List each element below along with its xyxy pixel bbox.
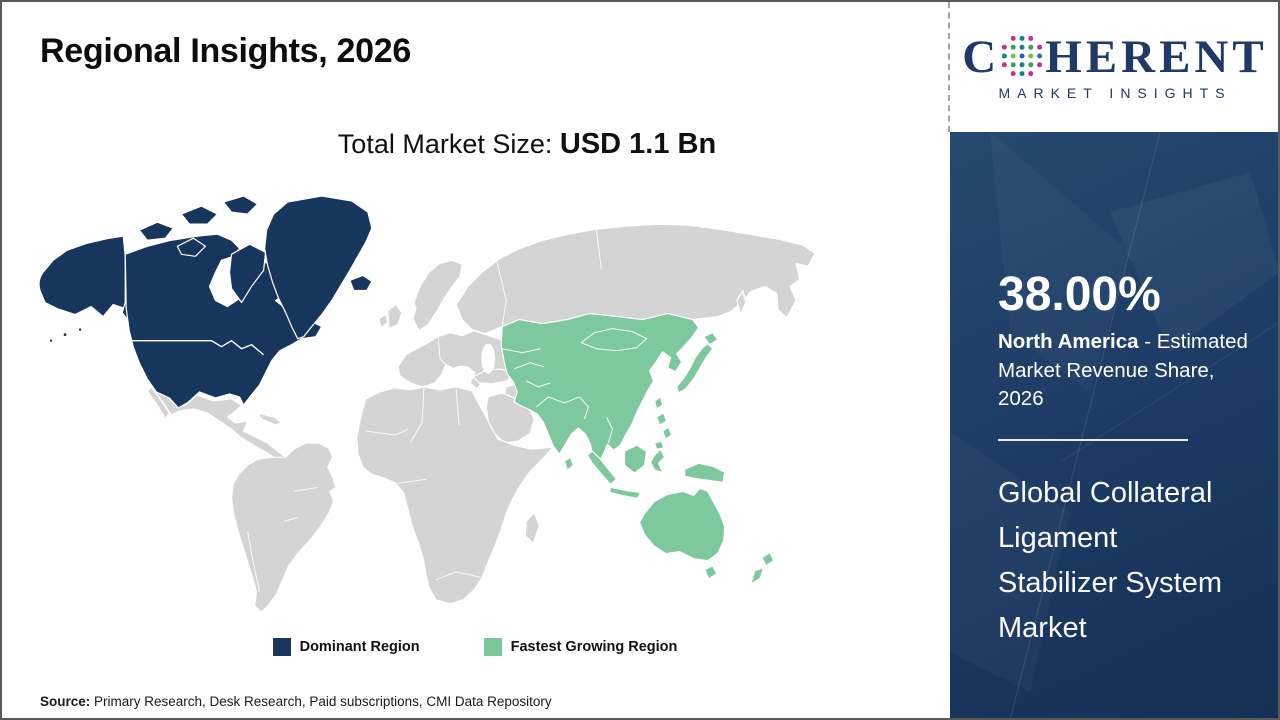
world-map-svg [38, 195, 816, 613]
map-japan [676, 343, 714, 394]
map-country-borders-green [502, 328, 648, 444]
map-greenland [263, 195, 373, 340]
map-region-fastest-growing [500, 312, 775, 585]
market-share-rest: - Estimated Market Revenue Share, 2026 [998, 330, 1248, 410]
market-share-description: North America - Estimated Market Revenue… [998, 328, 1258, 413]
map-philippines-3 [653, 440, 665, 450]
map-south-america [230, 442, 337, 613]
total-market-size-label: Total Market Size: [337, 129, 560, 159]
page-title: Regional Insights, 2026 [40, 32, 411, 70]
brand-logo: C HERENT MARKET INSIGHTS [950, 2, 1278, 132]
sidebar-divider [998, 439, 1188, 442]
map-new-guinea [684, 462, 726, 483]
legend-label-dominant: Dominant Region [299, 639, 420, 655]
map-madagascar [524, 511, 540, 545]
brand-logo-wordmark: C HERENT [962, 34, 1267, 82]
sidebar-content: 38.00% North America - Estimated Market … [998, 268, 1258, 651]
legend-label-fastest-growing: Fastest Growing Region [510, 639, 678, 655]
map-java [608, 486, 642, 499]
map-country-borders-navy [127, 339, 265, 356]
map-alaska [38, 235, 126, 318]
map-cuba [256, 412, 283, 426]
map-mexico-central-america [144, 375, 287, 462]
map-borneo [623, 444, 648, 474]
total-market-size: Total Market Size: USD 1.1 Bn [102, 128, 952, 161]
map-philippines-2 [662, 426, 673, 440]
map-sumatra [586, 450, 618, 485]
map-sri-lanka [563, 456, 574, 471]
map-arctic-island-4 [176, 237, 207, 257]
map-seas [452, 343, 496, 376]
map-philippines [655, 412, 668, 426]
legend-item-fastest-growing: Fastest Growing Region [483, 638, 678, 656]
world-map [35, 190, 817, 632]
map-new-zealand-south [750, 567, 765, 585]
map-ireland [378, 313, 389, 329]
map-region-other [144, 223, 816, 613]
source-line: Source: Primary Research, Desk Research,… [40, 694, 552, 709]
map-country-borders-gray [247, 230, 602, 592]
total-market-size-value: USD 1.1 Bn [559, 128, 717, 160]
logo-letters-herent: HERENT [1045, 31, 1268, 83]
market-name: Global Collateral Ligament Stabilizer Sy… [998, 477, 1223, 645]
map-arctic-island-3 [222, 195, 259, 215]
map-iceland [349, 274, 373, 292]
map-africa [356, 386, 554, 605]
legend-item-dominant: Dominant Region [272, 638, 420, 656]
map-russia [455, 223, 816, 335]
legend-swatch-dominant [272, 638, 291, 656]
map-arctic-island-2 [180, 205, 219, 225]
map-uk [387, 303, 403, 330]
map-legend: Dominant Region Fastest Growing Region [2, 638, 948, 656]
map-sulawesi [649, 448, 666, 473]
map-scandinavia [412, 259, 463, 332]
market-share-region: North America [998, 330, 1139, 354]
logo-tagline: MARKET INSIGHTS [998, 84, 1232, 101]
map-baffin-island [228, 243, 267, 304]
market-share-value: 38.00% [998, 268, 1161, 321]
header-dashed-divider [948, 2, 950, 132]
logo-letter-c: C [962, 31, 1001, 83]
map-hokkaido [703, 332, 719, 346]
stats-sidebar: 38.00% North America - Estimated Market … [950, 132, 1278, 718]
source-label: Source: [40, 694, 91, 709]
map-asia-main [500, 312, 700, 465]
map-tasmania [704, 565, 718, 580]
map-sakhalin [736, 289, 747, 316]
legend-swatch-fastest-growing [483, 638, 502, 656]
map-taiwan [653, 396, 664, 410]
map-australia [638, 487, 726, 562]
source-text: Primary Research, Desk Research, Paid su… [90, 694, 552, 709]
logo-globe-icon [1002, 35, 1043, 76]
map-new-zealand-north [761, 552, 775, 567]
map-arctic-island-1 [138, 221, 174, 241]
map-region-dominant [38, 195, 373, 409]
map-baja [146, 386, 170, 420]
